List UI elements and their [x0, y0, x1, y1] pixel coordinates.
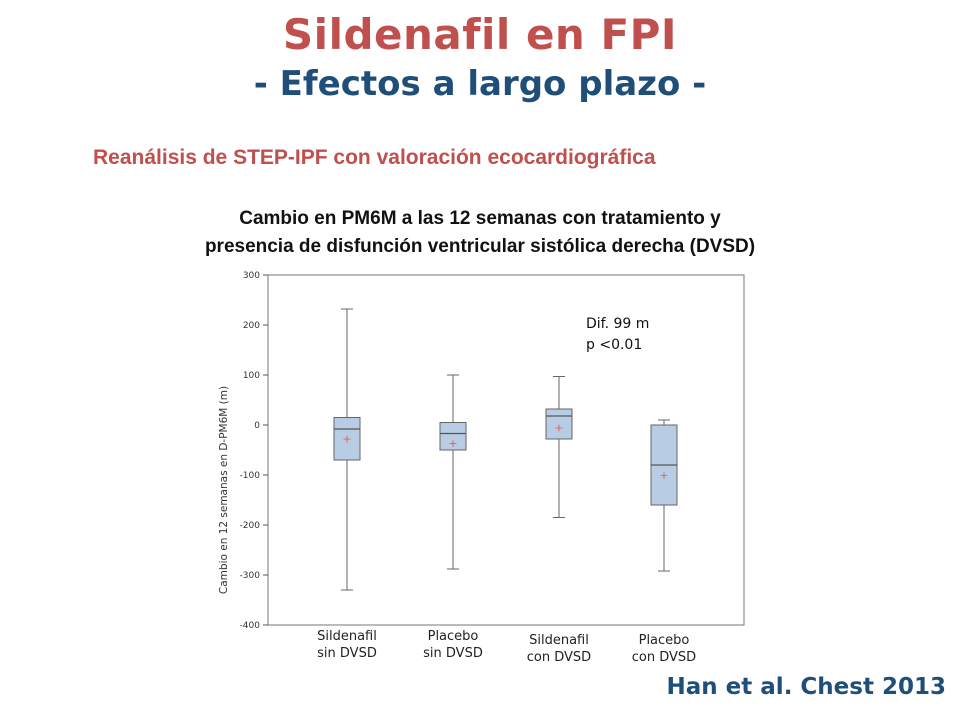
category-label-line-2: sin DVSD	[423, 646, 483, 661]
annotation-line-1: Dif. 99 m	[586, 316, 650, 332]
mean-marker: +	[448, 437, 457, 450]
citation: Han et al. Chest 2013	[666, 674, 946, 700]
category-label-line-1: Placebo	[638, 633, 690, 648]
significance-annotation: Dif. 99 m p <0.01	[586, 314, 649, 356]
y-tick-label: 0	[254, 421, 260, 431]
box-iqr	[333, 417, 361, 461]
category-label-line-2: con DVSD	[526, 650, 592, 665]
y-tick-label: 200	[243, 321, 260, 331]
slide-title: Sildenafil en FPI	[282, 10, 678, 59]
category-label-line-1: Sildenafil	[317, 629, 377, 644]
category-label-line-1: Placebo	[427, 629, 479, 644]
box-iqr	[439, 422, 467, 451]
slide-subtitle: - Efectos a largo plazo -	[253, 64, 707, 104]
y-axis-label: Cambio en 12 semanas en D-PM6M (m)	[218, 386, 230, 594]
category-label: Placebo sin DVSD	[398, 628, 508, 662]
y-tick-label: 300	[243, 271, 260, 281]
category-label: Sildenafil con DVSD	[504, 632, 614, 666]
annotation-line-2: p <0.01	[586, 337, 643, 353]
y-tick-label: -200	[240, 521, 261, 531]
mean-marker: +	[342, 433, 351, 446]
mean-marker: +	[554, 422, 563, 435]
y-tick-label: 100	[243, 371, 260, 381]
plot-frame	[267, 274, 745, 626]
mean-marker: +	[659, 469, 668, 482]
category-label-line-2: sin DVSD	[317, 646, 377, 661]
box-iqr	[545, 408, 573, 440]
y-tick-label: -400	[240, 621, 261, 631]
category-label: Sildenafil sin DVSD	[292, 628, 402, 662]
category-label-line-2: con DVSD	[631, 650, 697, 665]
chart-title-line-2: presencia de disfunción ventricular sist…	[204, 236, 756, 257]
section-heading: Reanálisis de STEP-IPF con valoración ec…	[93, 146, 656, 169]
y-tick-label: -100	[240, 471, 261, 481]
category-label-line-1: Sildenafil	[529, 633, 589, 648]
y-tick-label: -300	[240, 571, 261, 581]
category-label: Placebo con DVSD	[609, 632, 719, 666]
chart-title: Cambio en PM6M a las 12 semanas con trat…	[0, 205, 960, 261]
chart-title-line-1: Cambio en PM6M a las 12 semanas con trat…	[239, 208, 721, 229]
